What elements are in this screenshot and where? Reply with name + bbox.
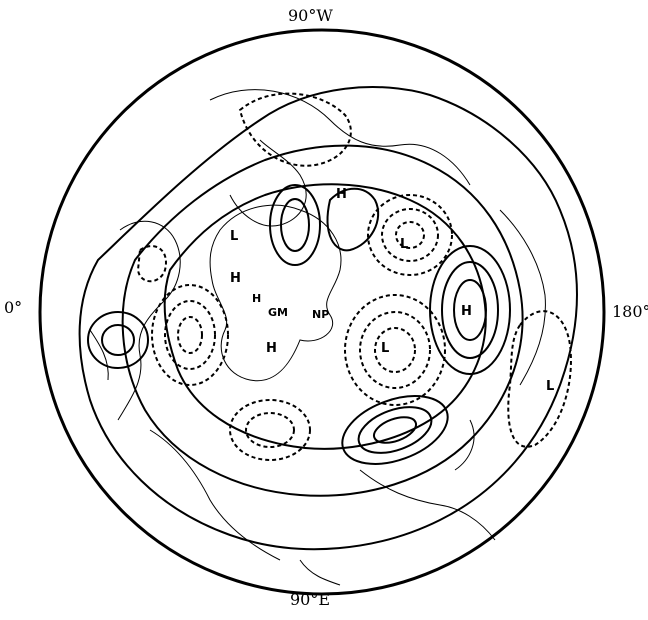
meridian-label-0: 0°	[4, 298, 23, 317]
center-l-west-pacific: L	[381, 341, 389, 356]
pressure-centers: H H H H L L L L H GM NP	[230, 187, 554, 394]
meridian-label-90w: 90°W	[288, 6, 333, 25]
center-l-asia-small: L	[230, 229, 238, 244]
center-l-east-siberia: L	[400, 237, 408, 252]
center-h-pacific: H	[461, 304, 472, 319]
site-label-np: NP	[312, 308, 329, 321]
positive-contours	[78, 86, 578, 551]
center-h-west-siberia: H	[266, 341, 277, 356]
hemisphere-boundary	[38, 28, 606, 596]
site-label-h-small: H	[252, 292, 261, 305]
center-l-north-pacific: L	[546, 379, 554, 394]
center-h-arctic-canada: H	[336, 187, 347, 202]
negative-contours	[136, 92, 572, 461]
meridian-label-180: 180°	[612, 302, 648, 321]
coastlines	[89, 89, 546, 586]
central-high-region	[209, 204, 342, 382]
center-h-greenland: H	[230, 271, 241, 286]
site-label-gm: GM	[268, 306, 288, 319]
meridian-label-90e: 90°E	[290, 590, 331, 609]
